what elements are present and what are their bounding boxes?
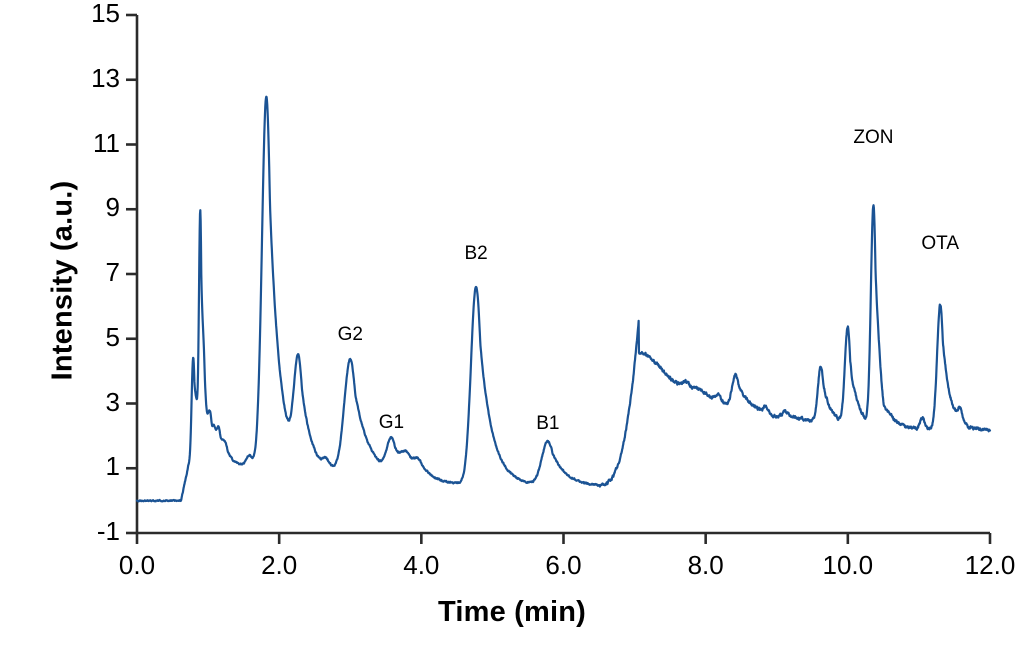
x-axis-tick-label: 12.0: [964, 550, 1016, 580]
peak-label-ota: OTA: [921, 233, 960, 255]
y-axis-ticks: [126, 13, 137, 535]
peak-label-g1: G1: [378, 411, 405, 433]
y-axis-tick-label: 13: [91, 62, 120, 93]
peak-label-g2: G2: [337, 324, 363, 346]
axes-group: [126, 13, 992, 544]
x-axis-tick-label: 6.0: [545, 550, 582, 580]
y-axis-tick-label: 15: [91, 0, 120, 28]
x-axis-title: Time (min): [437, 596, 587, 628]
y-axis-tick-label: 1: [105, 451, 120, 482]
x-axis-tick-label: 4.0: [403, 550, 440, 580]
peak-label-b1: B1: [536, 413, 560, 435]
x-axis-tick-label: 8.0: [687, 550, 724, 580]
peak-label-zon: ZON: [853, 126, 894, 148]
y-axis-tick-label: -1: [96, 516, 120, 546]
x-axis-tick-label: 0.0: [118, 550, 156, 580]
x-axis-tick-label: 10.0: [822, 550, 874, 580]
x-axis-ticks: [135, 533, 992, 544]
chromatogram-trace: [135, 95, 992, 503]
y-axis-tick-label: 5: [105, 321, 120, 352]
y-axis-tick-label: 7: [105, 257, 120, 287]
y-axis-tick-label: 11: [93, 127, 120, 158]
y-axis-tick-label: 9: [105, 192, 120, 223]
x-axis-tick-label: 2.0: [261, 550, 298, 580]
y-axis-tick-label: 3: [105, 386, 120, 417]
peak-label-b2: B2: [464, 243, 488, 265]
